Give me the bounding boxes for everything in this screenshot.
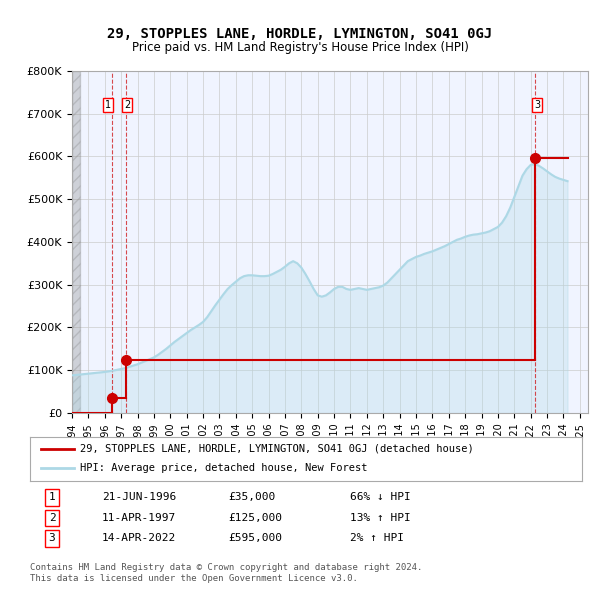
Text: £35,000: £35,000 [229, 493, 276, 503]
Text: HPI: Average price, detached house, New Forest: HPI: Average price, detached house, New … [80, 464, 367, 473]
Text: 2: 2 [124, 100, 130, 110]
Text: Contains HM Land Registry data © Crown copyright and database right 2024.
This d: Contains HM Land Registry data © Crown c… [30, 563, 422, 583]
Text: 3: 3 [534, 100, 540, 110]
Text: 29, STOPPLES LANE, HORDLE, LYMINGTON, SO41 0GJ (detached house): 29, STOPPLES LANE, HORDLE, LYMINGTON, SO… [80, 444, 473, 454]
Text: 13% ↑ HPI: 13% ↑ HPI [350, 513, 411, 523]
Text: 66% ↓ HPI: 66% ↓ HPI [350, 493, 411, 503]
Text: 1: 1 [104, 100, 110, 110]
Text: £595,000: £595,000 [229, 533, 283, 543]
Text: 2% ↑ HPI: 2% ↑ HPI [350, 533, 404, 543]
Text: 14-APR-2022: 14-APR-2022 [102, 533, 176, 543]
Text: Price paid vs. HM Land Registry's House Price Index (HPI): Price paid vs. HM Land Registry's House … [131, 41, 469, 54]
Text: £125,000: £125,000 [229, 513, 283, 523]
Text: 21-JUN-1996: 21-JUN-1996 [102, 493, 176, 503]
Bar [72, 71, 80, 413]
Text: 1: 1 [49, 493, 55, 503]
Text: 2: 2 [49, 513, 55, 523]
Text: 29, STOPPLES LANE, HORDLE, LYMINGTON, SO41 0GJ: 29, STOPPLES LANE, HORDLE, LYMINGTON, SO… [107, 27, 493, 41]
Text: 3: 3 [49, 533, 55, 543]
Text: 11-APR-1997: 11-APR-1997 [102, 513, 176, 523]
